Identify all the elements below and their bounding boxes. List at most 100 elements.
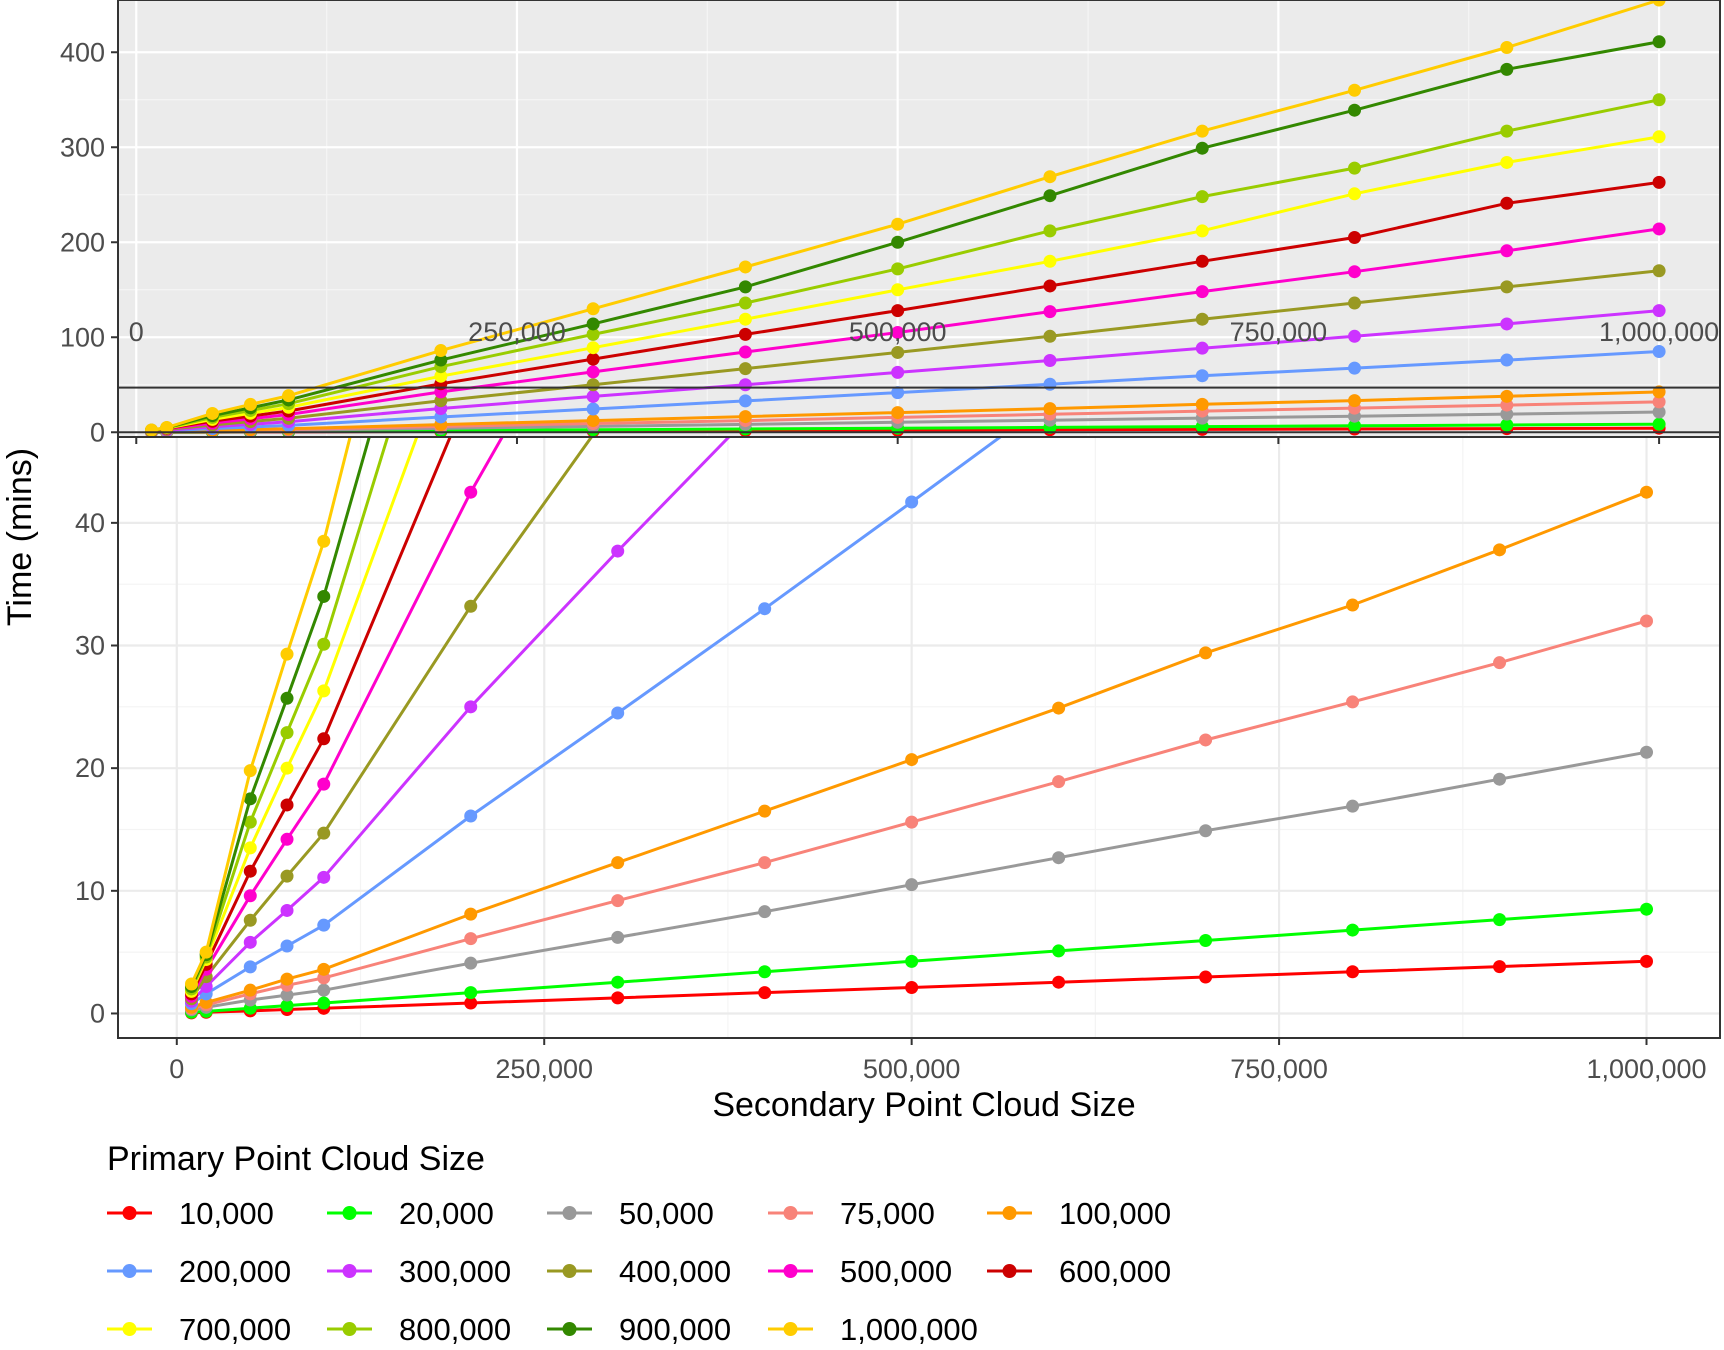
x-tick-label: 250,000 xyxy=(468,317,566,347)
data-point xyxy=(280,726,294,740)
legend-label: 800,000 xyxy=(399,1312,511,1347)
legend-label: 75,000 xyxy=(840,1196,935,1231)
data-point xyxy=(317,534,331,548)
data-point xyxy=(243,913,257,927)
data-point xyxy=(1348,296,1362,310)
x-axis-title: Secondary Point Cloud Size xyxy=(712,1086,1135,1124)
data-point xyxy=(317,777,331,791)
series-line xyxy=(190,437,1003,1005)
legend-label: 200,000 xyxy=(179,1254,291,1289)
inset-x-ticks: 0 250,000 500,000 750,000 1,000,000 xyxy=(129,317,1719,444)
data-point xyxy=(738,296,752,310)
data-point xyxy=(1199,646,1213,660)
inset-panel: 0 250,000 500,000 750,000 1,000,000 0 100 200 30… xyxy=(60,0,1721,447)
data-point xyxy=(611,544,625,558)
data-point xyxy=(1195,285,1209,299)
y-tick-label: 10 xyxy=(75,876,105,906)
legend-label: 1,000,000 xyxy=(840,1312,978,1347)
series-line xyxy=(190,437,594,1000)
data-point xyxy=(1640,954,1654,968)
data-point xyxy=(1500,124,1514,138)
data-point xyxy=(1493,543,1507,557)
data-point xyxy=(1652,417,1666,431)
data-point xyxy=(905,495,919,509)
data-point xyxy=(1500,407,1514,421)
data-point xyxy=(464,907,478,921)
data-point xyxy=(434,344,448,358)
legend-key-point xyxy=(342,1264,357,1278)
data-point xyxy=(891,326,905,339)
legend-item: 100,000 xyxy=(987,1196,1171,1231)
data-point xyxy=(1640,614,1654,628)
data-point xyxy=(1043,189,1057,203)
data-point xyxy=(1199,824,1213,838)
data-point xyxy=(1493,656,1507,670)
legend: Primary Point Cloud Size 10,000 20,000 50,… xyxy=(107,1140,1171,1347)
data-point xyxy=(464,700,478,714)
data-point xyxy=(1348,187,1362,201)
data-point xyxy=(317,589,331,603)
legend-item: 20,000 xyxy=(327,1196,494,1231)
legend-key-point xyxy=(342,1322,357,1336)
x-tick-label: 1,000,000 xyxy=(1599,317,1719,347)
legend-label: 400,000 xyxy=(619,1254,731,1289)
data-point xyxy=(1348,361,1362,375)
data-point xyxy=(1346,598,1360,612)
legend-item: 200,000 xyxy=(107,1254,291,1289)
data-point xyxy=(1348,103,1362,117)
data-point xyxy=(1199,970,1213,984)
x-tick-label: 250,000 xyxy=(495,1054,593,1084)
data-point xyxy=(280,972,294,986)
data-point xyxy=(1195,397,1209,411)
data-point xyxy=(1043,305,1057,319)
data-point xyxy=(1346,695,1360,709)
data-point xyxy=(758,986,772,1000)
data-point xyxy=(1348,161,1362,175)
legend-key-point xyxy=(122,1264,137,1278)
data-point xyxy=(1346,923,1360,937)
data-point xyxy=(905,815,919,829)
data-point xyxy=(280,999,294,1013)
series-line xyxy=(190,437,419,993)
data-point xyxy=(145,423,159,437)
legend-label: 100,000 xyxy=(1059,1196,1171,1231)
data-point xyxy=(586,365,600,379)
data-point xyxy=(1500,389,1514,403)
legend-key-point xyxy=(1002,1264,1017,1278)
x-tick-label: 500,000 xyxy=(863,1054,961,1084)
legend-key-point xyxy=(122,1322,137,1336)
data-point xyxy=(434,353,448,367)
data-point xyxy=(1640,902,1654,916)
x-tick-label: 0 xyxy=(169,1054,184,1084)
y-tick-label: 0 xyxy=(90,998,105,1028)
series-13 xyxy=(184,437,352,991)
data-point xyxy=(1500,244,1514,258)
y-tick-label: 400 xyxy=(60,37,105,67)
data-point xyxy=(464,932,478,946)
data-point xyxy=(758,804,772,818)
main-gridlines xyxy=(118,437,1720,1038)
legend-title: Primary Point Cloud Size xyxy=(107,1140,485,1178)
data-point xyxy=(891,386,905,400)
legend-item: 50,000 xyxy=(547,1196,714,1231)
data-point xyxy=(1500,317,1514,331)
data-point xyxy=(738,327,752,341)
legend-key-point xyxy=(562,1322,577,1336)
data-point xyxy=(891,262,905,276)
data-point xyxy=(738,312,752,326)
y-tick-label: 20 xyxy=(75,753,105,783)
data-point xyxy=(1348,265,1362,279)
data-point xyxy=(464,986,478,1000)
main-y-ticks: 0 10 20 30 40 xyxy=(75,508,118,1028)
data-point xyxy=(1652,264,1666,278)
data-point xyxy=(586,327,600,341)
data-point xyxy=(1043,170,1057,184)
legend-label: 10,000 xyxy=(179,1196,274,1231)
main-background xyxy=(118,437,1720,1038)
data-point xyxy=(317,983,331,997)
data-point xyxy=(184,977,198,991)
data-point xyxy=(280,832,294,846)
data-point xyxy=(905,753,919,767)
data-point xyxy=(1195,341,1209,355)
data-point xyxy=(1052,775,1066,789)
